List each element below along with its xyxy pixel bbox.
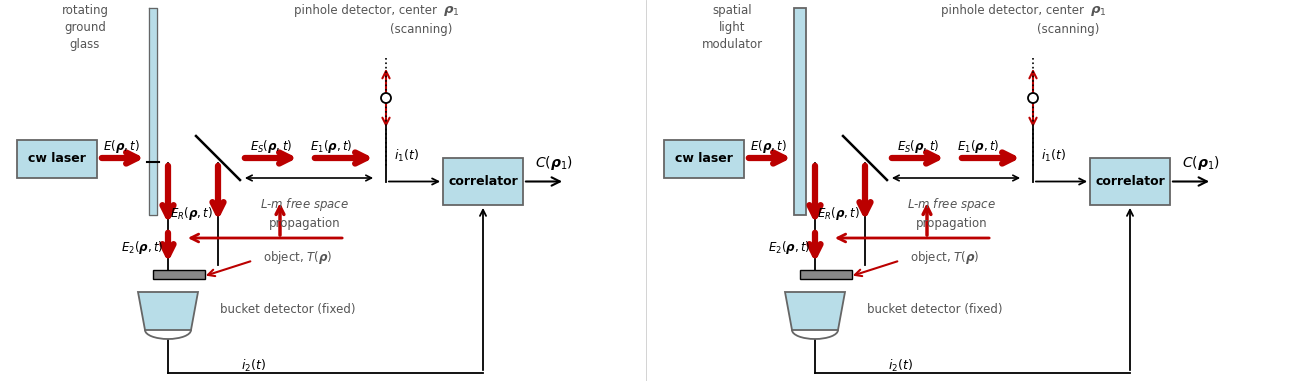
Text: $L$-m free space: $L$-m free space <box>908 196 997 213</box>
Text: $\boldsymbol{\rho}_1$: $\boldsymbol{\rho}_1$ <box>1090 4 1107 18</box>
Text: $i_1(t)$: $i_1(t)$ <box>394 147 419 163</box>
Text: (scanning): (scanning) <box>1037 23 1099 36</box>
Text: rotating: rotating <box>62 4 109 17</box>
Polygon shape <box>153 270 206 279</box>
Polygon shape <box>785 292 846 330</box>
Text: $C(\boldsymbol{\rho}_1)$: $C(\boldsymbol{\rho}_1)$ <box>535 155 573 173</box>
Text: $E_1(\boldsymbol{\rho},t)$: $E_1(\boldsymbol{\rho},t)$ <box>310 138 352 155</box>
Text: $i_2(t)$: $i_2(t)$ <box>240 358 265 374</box>
Text: modulator: modulator <box>701 38 763 51</box>
Circle shape <box>381 93 390 103</box>
FancyBboxPatch shape <box>17 140 97 178</box>
Text: object, $T(\boldsymbol{\rho})$: object, $T(\boldsymbol{\rho})$ <box>910 250 980 266</box>
Text: $\boldsymbol{\rho}_1$: $\boldsymbol{\rho}_1$ <box>443 4 459 18</box>
Text: $E_R(\boldsymbol{\rho},t)$: $E_R(\boldsymbol{\rho},t)$ <box>817 205 860 221</box>
FancyBboxPatch shape <box>443 158 522 205</box>
Text: propagation: propagation <box>269 217 341 230</box>
Text: $E_R(\boldsymbol{\rho},t)$: $E_R(\boldsymbol{\rho},t)$ <box>171 205 213 221</box>
Polygon shape <box>800 270 852 279</box>
Text: pinhole detector, center: pinhole detector, center <box>941 4 1087 17</box>
Text: spatial: spatial <box>712 4 751 17</box>
Text: (scanning): (scanning) <box>389 23 453 36</box>
Text: $E_S(\boldsymbol{\rho},t)$: $E_S(\boldsymbol{\rho},t)$ <box>250 138 292 155</box>
Text: $i_1(t)$: $i_1(t)$ <box>1041 147 1065 163</box>
Text: $E_2(\boldsymbol{\rho},t)$: $E_2(\boldsymbol{\rho},t)$ <box>768 240 809 256</box>
Text: $E_S(\boldsymbol{\rho},t)$: $E_S(\boldsymbol{\rho},t)$ <box>897 138 939 155</box>
Text: glass: glass <box>70 38 100 51</box>
Polygon shape <box>138 292 198 330</box>
Text: $E(\boldsymbol{\rho},t)$: $E(\boldsymbol{\rho},t)$ <box>103 138 140 155</box>
Text: light: light <box>719 21 745 34</box>
Text: bucket detector (fixed): bucket detector (fixed) <box>868 304 1002 317</box>
Text: cw laser: cw laser <box>28 152 85 165</box>
FancyBboxPatch shape <box>665 140 743 178</box>
Text: $L$-m free space: $L$-m free space <box>260 196 349 213</box>
Text: bucket detector (fixed): bucket detector (fixed) <box>220 304 356 317</box>
FancyBboxPatch shape <box>1090 158 1170 205</box>
Text: ground: ground <box>65 21 106 34</box>
Text: correlator: correlator <box>449 175 518 188</box>
Text: $E_2(\boldsymbol{\rho},t)$: $E_2(\boldsymbol{\rho},t)$ <box>120 240 163 256</box>
Text: propagation: propagation <box>917 217 988 230</box>
Text: correlator: correlator <box>1095 175 1165 188</box>
Circle shape <box>1028 93 1038 103</box>
Text: cw laser: cw laser <box>675 152 733 165</box>
Text: $E(\boldsymbol{\rho},t)$: $E(\boldsymbol{\rho},t)$ <box>750 138 786 155</box>
Text: $E_1(\boldsymbol{\rho},t)$: $E_1(\boldsymbol{\rho},t)$ <box>957 138 999 155</box>
Text: $C(\boldsymbol{\rho}_1)$: $C(\boldsymbol{\rho}_1)$ <box>1182 155 1219 173</box>
FancyBboxPatch shape <box>794 8 806 215</box>
Text: pinhole detector, center: pinhole detector, center <box>295 4 441 17</box>
Text: object, $T(\boldsymbol{\rho})$: object, $T(\boldsymbol{\rho})$ <box>262 250 332 266</box>
Text: $i_2(t)$: $i_2(t)$ <box>887 358 913 374</box>
